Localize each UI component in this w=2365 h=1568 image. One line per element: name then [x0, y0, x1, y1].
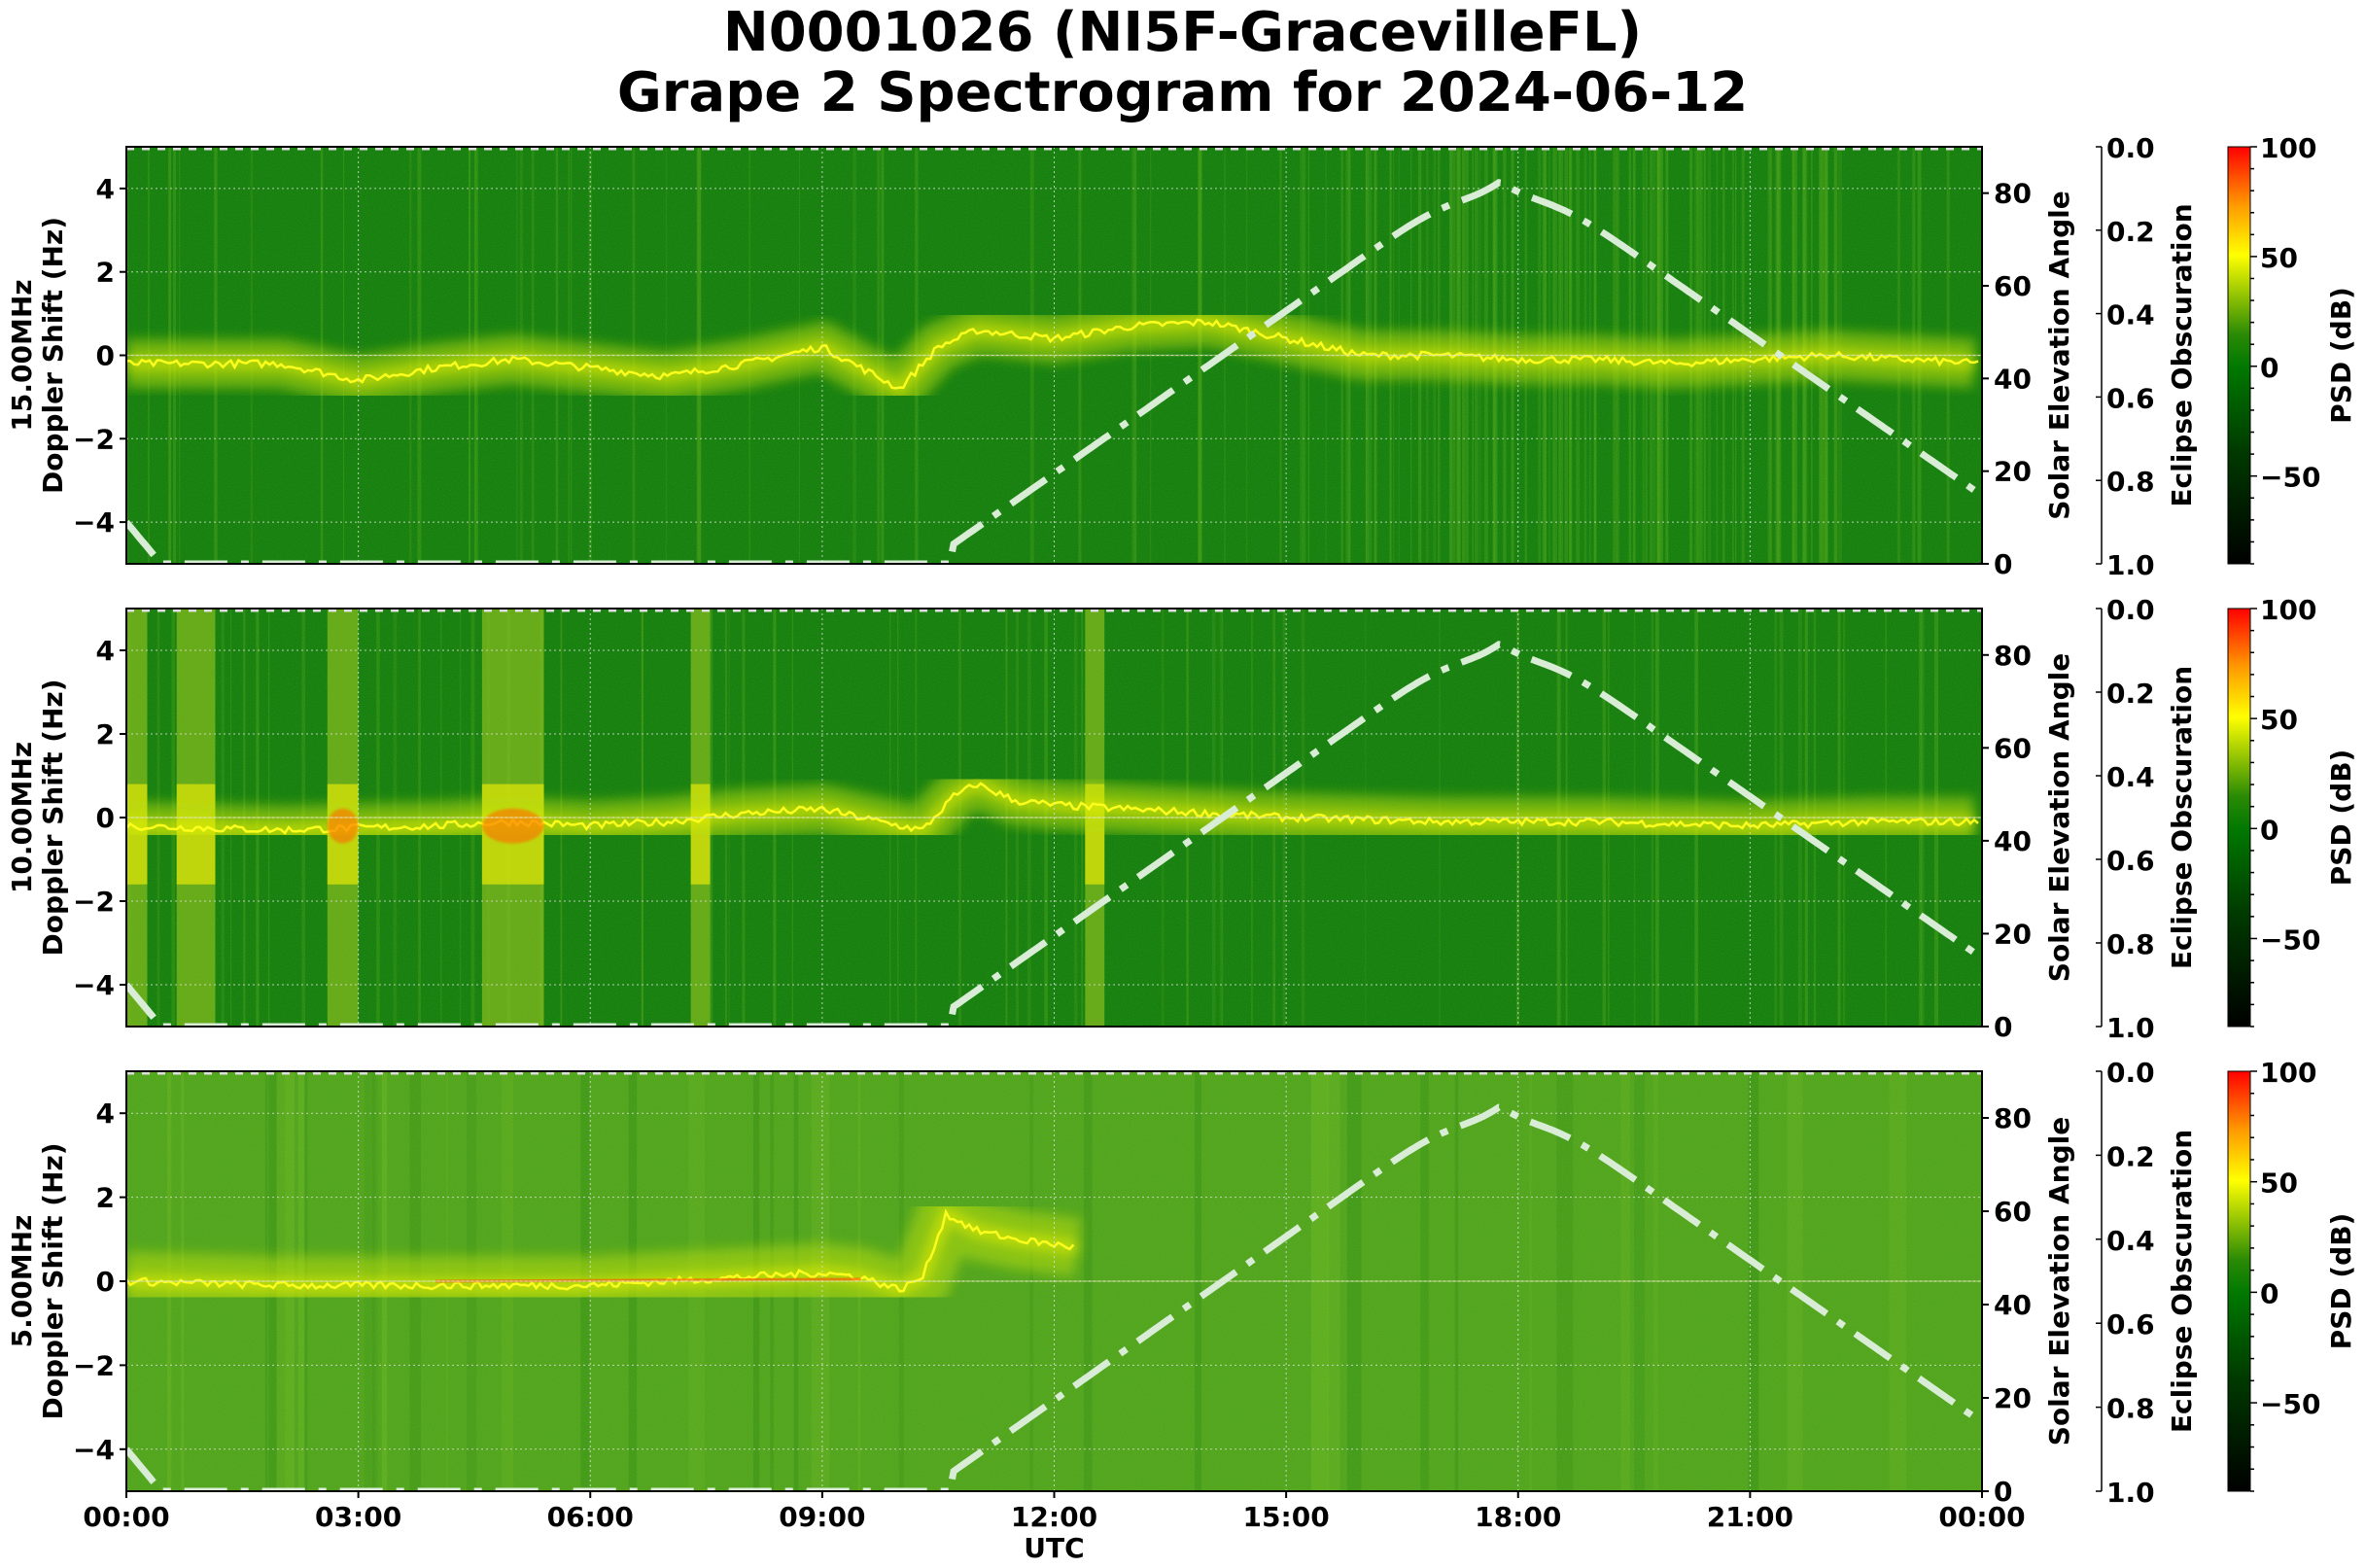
solar-elevation-tick-label: 0 [1994, 548, 2012, 580]
time-tick-label: 12:00 [1011, 1501, 1097, 1533]
solar-elevation-curve [126, 179, 1982, 564]
solar-elevation-tick-label: 60 [1994, 732, 2032, 764]
doppler-tick-label: 4 [96, 1098, 115, 1130]
doppler-axis-label: Doppler Shift (Hz) [37, 1142, 69, 1419]
doppler-tick-label: 0 [96, 802, 115, 834]
doppler-tick-label: −4 [73, 1434, 115, 1466]
psd-colorbar [2227, 1070, 2251, 1492]
doppler-tick-label: 2 [96, 1182, 115, 1214]
doppler-tick-label: 4 [96, 173, 115, 205]
eclipse-tick-label: 0.0 [2106, 132, 2155, 164]
time-tick-label: 21:00 [1707, 1501, 1793, 1533]
frequency-label: 5.00MHz [6, 1215, 38, 1348]
eclipse-tick-label: 0.6 [2106, 1308, 2155, 1341]
eclipse-tick-label: 0.8 [2106, 928, 2155, 960]
colorbar-tick-label: 100 [2260, 132, 2316, 164]
eclipse-tick-label: 0.4 [2106, 761, 2155, 793]
colorbar-label: PSD (dB) [2325, 749, 2357, 887]
time-tick-label: 18:00 [1475, 1501, 1561, 1533]
frequency-label: 15.00MHz [6, 279, 38, 431]
solar-elevation-tick-label: 60 [1994, 270, 2032, 302]
eclipse-tick-label: 1.0 [2106, 1477, 2155, 1509]
time-tick-label: 15:00 [1243, 1501, 1330, 1533]
eclipse-axis-label: Eclipse Obscuration [2166, 1130, 2198, 1433]
x-axis-label: UTC [1024, 1532, 1084, 1564]
spectrogram-panel-5.00MHz: 420−2−45.00MHz Doppler Shift (Hz)02040608… [6, 1057, 2357, 1509]
solar-elevation-tick-label: 80 [1994, 640, 2032, 672]
eclipse-tick-label: 0.4 [2106, 299, 2155, 331]
eclipse-tick-label: 0.2 [2106, 1140, 2155, 1172]
colorbar-tick-label: −50 [2260, 462, 2320, 494]
eclipse-tick-label: 0.4 [2106, 1225, 2155, 1257]
colorbar-tick-label: −50 [2260, 923, 2320, 956]
eclipse-tick-label: 0.6 [2106, 845, 2155, 877]
doppler-trace [126, 318, 1979, 390]
eclipse-tick-label: 0.6 [2106, 382, 2155, 414]
doppler-tick-label: −4 [73, 506, 115, 539]
colorbar-tick-label: 50 [2260, 242, 2298, 274]
colorbar-tick-label: −50 [2260, 1388, 2320, 1420]
colorbar-tick-label: 0 [2260, 1277, 2278, 1309]
doppler-tick-label: −4 [73, 969, 115, 1001]
eclipse-axis-label: Eclipse Obscuration [2166, 203, 2198, 506]
eclipse-tick-label: 0.2 [2106, 678, 2155, 710]
time-tick-label: 09:00 [779, 1501, 865, 1533]
eclipse-tick-label: 0.8 [2106, 466, 2155, 498]
solar-elevation-tick-label: 80 [1994, 178, 2032, 210]
colorbar-tick-label: 0 [2260, 814, 2278, 846]
doppler-tick-label: −2 [73, 423, 115, 455]
eclipse-tick-label: 0.2 [2106, 216, 2155, 248]
eclipse-tick-label: 0.0 [2106, 1057, 2155, 1089]
doppler-axis-label: Doppler Shift (Hz) [37, 679, 69, 956]
solar-elevation-tick-label: 20 [1994, 918, 2032, 950]
eclipse-axis-label: Eclipse Obscuration [2166, 666, 2198, 969]
psd-colorbar [2227, 146, 2251, 565]
eclipse-tick-label: 0.0 [2106, 594, 2155, 626]
time-tick-label: 00:00 [1938, 1501, 2025, 1533]
chart-title-line2: Grape 2 Spectrogram for 2024-06-12 [616, 61, 1749, 124]
colorbar-tick-label: 100 [2260, 1057, 2316, 1089]
colorbar-tick-label: 50 [2260, 1167, 2298, 1200]
spectrogram-panel-10.00MHz: 420−2−410.00MHz Doppler Shift (Hz)0204060… [6, 594, 2357, 1044]
solar-elevation-curve [126, 1103, 1982, 1491]
eclipse-tick-label: 1.0 [2106, 549, 2155, 581]
doppler-tick-label: 0 [96, 1266, 115, 1298]
colorbar-tick-label: 100 [2260, 594, 2316, 626]
doppler-tick-label: 0 [96, 340, 115, 372]
spectrogram-panel-15.00MHz: 420−2−415.00MHz Doppler Shift (Hz)0204060… [6, 132, 2357, 581]
doppler-trace [126, 782, 1979, 835]
solar-elevation-tick-label: 20 [1994, 456, 2032, 488]
solar-elevation-tick-label: 20 [1994, 1382, 2032, 1414]
doppler-tick-label: −2 [73, 1349, 115, 1381]
solar-elevation-tick-label: 40 [1994, 363, 2032, 395]
doppler-tick-label: 2 [96, 718, 115, 750]
solar-elevation-tick-label: 80 [1994, 1102, 2032, 1134]
eclipse-tick-label: 0.8 [2106, 1393, 2155, 1425]
time-tick-label: 06:00 [547, 1501, 634, 1533]
solar-elevation-tick-label: 60 [1994, 1196, 2032, 1228]
frequency-label: 10.00MHz [6, 742, 38, 893]
chart-title-line1: N0001026 (NI5F-GracevilleFL) [722, 1, 1643, 64]
doppler-tick-label: −2 [73, 886, 115, 918]
colorbar-label: PSD (dB) [2325, 287, 2357, 424]
doppler-tick-label: 4 [96, 635, 115, 667]
solar-elevation-axis-label: Solar Elevation Angle [2043, 191, 2075, 519]
solar-elevation-axis-label: Solar Elevation Angle [2043, 653, 2075, 982]
time-tick-label: 00:00 [83, 1501, 169, 1533]
solar-elevation-tick-label: 0 [1994, 1011, 2012, 1043]
colorbar-tick-label: 50 [2260, 704, 2298, 736]
psd-colorbar [2227, 608, 2251, 1028]
doppler-axis-label: Doppler Shift (Hz) [37, 217, 69, 494]
solar-elevation-tick-label: 40 [1994, 825, 2032, 857]
solar-elevation-tick-label: 0 [1994, 1476, 2012, 1508]
solar-elevation-tick-label: 40 [1994, 1289, 2032, 1321]
colorbar-tick-label: 0 [2260, 352, 2278, 384]
eclipse-tick-label: 1.0 [2106, 1012, 2155, 1044]
solar-elevation-axis-label: Solar Elevation Angle [2043, 1117, 2075, 1446]
time-tick-label: 03:00 [315, 1501, 401, 1533]
solar-elevation-curve [126, 641, 1982, 1027]
doppler-tick-label: 2 [96, 257, 115, 289]
colorbar-label: PSD (dB) [2325, 1213, 2357, 1350]
